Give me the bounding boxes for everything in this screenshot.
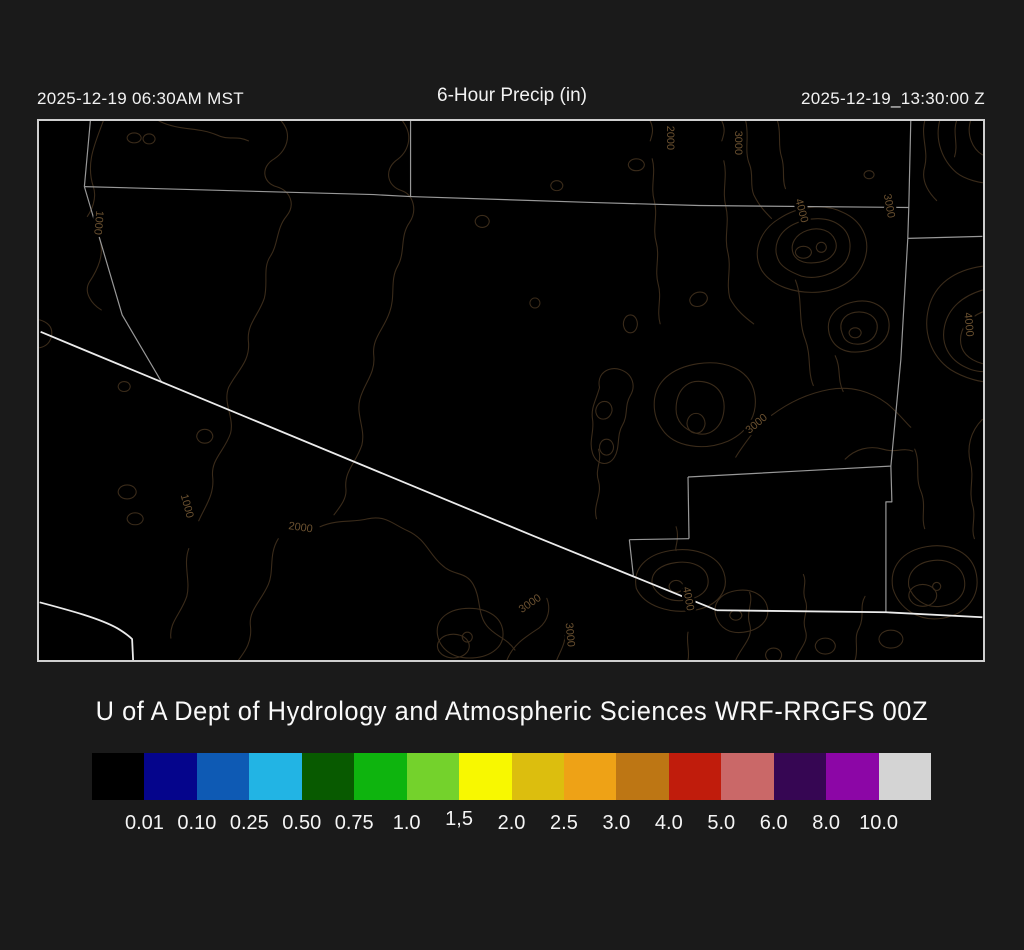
- contour-elevation-label: 3000: [881, 193, 897, 219]
- colorbar-tick-label: 6.0: [759, 812, 788, 834]
- colorbar-tick-label: 8.0: [812, 812, 841, 834]
- contour-elevation-label: 3000: [744, 412, 770, 437]
- contour-elevation-label: 3000: [732, 131, 744, 155]
- colorbar-tick-label: 0.01: [124, 812, 164, 834]
- precip-map-canvas: 1000 1000 2000 2000 3000 4000 3000 4000 3000 3000…: [39, 121, 983, 660]
- colorbar-swatch: [406, 753, 460, 800]
- border-37n-parallel: [84, 186, 909, 209]
- colorbar-tick-label: 10.0: [859, 812, 899, 834]
- forecast-map: 1000 1000 2000 2000 3000 4000 3000 4000 3000 3000…: [37, 119, 985, 662]
- colorbar-tick-label: 0.50: [282, 812, 322, 834]
- colorbar-tick-label: 3.0: [602, 812, 631, 834]
- colorbar-tick-label: 1,5: [445, 808, 473, 830]
- page-title: 6-Hour Precip (in): [437, 85, 587, 106]
- colorbar-swatch: [511, 753, 564, 800]
- elevation-contours: [39, 121, 983, 660]
- precip-colorbar: [92, 753, 931, 800]
- caption: U of A Dept of Hydrology and Atmospheric…: [0, 696, 1024, 727]
- border-nevada-corner: [83, 121, 91, 187]
- colorbar-swatch: [563, 753, 617, 800]
- colorbar-tick-label: 2.0: [497, 812, 526, 834]
- caption-text: U of A Dept of Hydrology and Atmospheric…: [95, 696, 929, 726]
- colorbar-swatch: [92, 753, 145, 800]
- state-borders: [83, 121, 983, 613]
- init-time-label: 2025-12-19_13:30:00 Z: [801, 89, 985, 108]
- colorbar-tick-label: 5.0: [707, 812, 736, 834]
- contour-elevation-label: 4000: [680, 586, 696, 612]
- border-step-vertical-2: [628, 539, 634, 576]
- colorbar-swatch: [878, 753, 931, 800]
- colorbar-tick-label: 2.5: [550, 812, 578, 834]
- border-california-nevada: [83, 186, 163, 383]
- colorbar-swatch: [301, 753, 355, 800]
- border-california-mexico: [39, 601, 134, 660]
- colorbar-swatch: [616, 753, 669, 800]
- contour-labels: 1000 1000 2000 2000 3000 4000 3000 4000 3000 3000…: [89, 123, 978, 650]
- colorbar-tick-label: 1.0: [392, 812, 421, 834]
- contour-elevation-label: 4000: [961, 312, 975, 337]
- international-borders: [39, 331, 983, 660]
- border-arizona-newmexico: [885, 238, 909, 613]
- contour-elevation-label: 1000: [91, 210, 105, 235]
- colorbar-swatch: [144, 753, 197, 800]
- contour-elevation-label: 2000: [288, 520, 314, 535]
- colorbar-tick-label: 0.75: [334, 812, 374, 834]
- colorbar-swatch: [459, 753, 512, 800]
- contour-elevation-label: 3000: [517, 592, 544, 616]
- valid-time-label: 2025-12-19 06:30AM MST: [37, 89, 244, 108]
- colorbar-swatch: [354, 753, 407, 800]
- colorbar-swatch: [196, 753, 250, 800]
- colorbar-tick-label: 0.25: [229, 812, 269, 834]
- border-step-horizontal: [687, 465, 891, 478]
- border-colorado-river: [40, 331, 718, 612]
- colorbar-swatch: [721, 753, 774, 800]
- border-colorado-newmexico: [907, 235, 983, 239]
- border-four-corners-vertical: [907, 121, 912, 239]
- contour-elevation-label: 3000: [563, 622, 577, 647]
- contour-elevation-label: 2000: [664, 126, 676, 150]
- colorbar-tick-label: 4.0: [654, 812, 683, 834]
- colorbar-swatch: [249, 753, 302, 800]
- colorbar-tick-labels: 0.01 0.10 0.25 0.50 0.75 1.0 1,5 2.0 2.5 3.0 4.0 5.…: [92, 808, 931, 840]
- colorbar-swatch: [826, 753, 879, 800]
- border-step-horizontal-2: [629, 538, 690, 541]
- border-mexico-east: [716, 609, 983, 619]
- contour-elevation-label: 1000: [178, 493, 196, 520]
- border-step-vertical: [687, 477, 690, 539]
- colorbar-swatch: [773, 753, 827, 800]
- colorbar-swatch: [668, 753, 722, 800]
- colorbar-tick-label: 0.10: [177, 812, 217, 834]
